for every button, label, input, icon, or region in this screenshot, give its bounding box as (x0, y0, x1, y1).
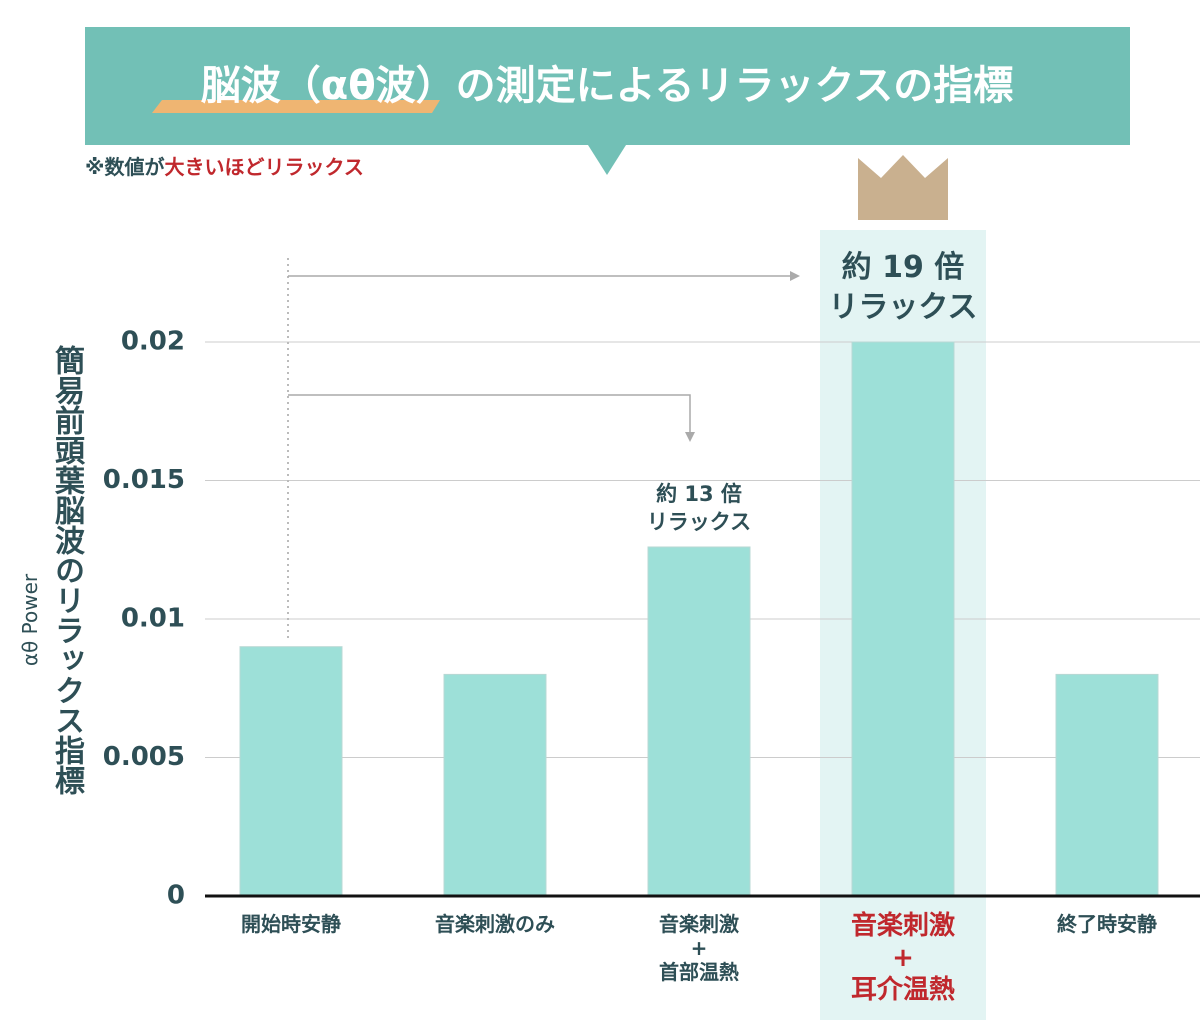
title-underline (152, 100, 440, 113)
x-tick-label: 開始時安静 (241, 912, 341, 936)
banner-pointer (588, 145, 626, 175)
x-tick-label: 終了時安静 (1057, 912, 1157, 936)
annotation: 約 13 倍 リラックス (646, 482, 752, 534)
annotation: 約 19 倍 リラックス (828, 250, 978, 325)
note: ※数値が大きいほどリラックス (85, 155, 364, 179)
arrow-head (685, 432, 695, 442)
note-highlight: 大きいほどリラックス (164, 155, 363, 179)
note-prefix: ※数値が (85, 155, 164, 179)
bar (443, 673, 547, 897)
y-tick-label: 0.015 (103, 465, 185, 495)
x-tick-label: 音楽刺激 + 首部温熱 (659, 912, 739, 984)
bar (647, 546, 751, 897)
title-banner (85, 27, 1130, 145)
arrow (288, 394, 691, 435)
arrow-head (790, 271, 800, 281)
plot: 0 0.005 0.01 0.015 0.02 (103, 327, 1200, 911)
y-tick-label: 0.005 (103, 742, 185, 772)
y-axis-label: 簡易前頭葉脳波のリラックス指標 (49, 345, 84, 795)
x-tick-label: 音楽刺激のみ (435, 912, 555, 936)
y-tick-label: 0.01 (121, 604, 185, 634)
bar (851, 341, 955, 897)
bar (239, 646, 343, 897)
bar (1055, 673, 1159, 897)
y-tick-label: 0 (167, 881, 185, 911)
y-axis-sublabel: αθ Power (18, 573, 42, 667)
chart-title: 脳波（αθ波）の測定によるリラックスの指標 (201, 63, 1014, 109)
x-tick-label: 音楽刺激 + 耳介温熱 (850, 911, 955, 1005)
crown-icon (858, 155, 948, 220)
y-tick-label: 0.02 (121, 327, 185, 357)
